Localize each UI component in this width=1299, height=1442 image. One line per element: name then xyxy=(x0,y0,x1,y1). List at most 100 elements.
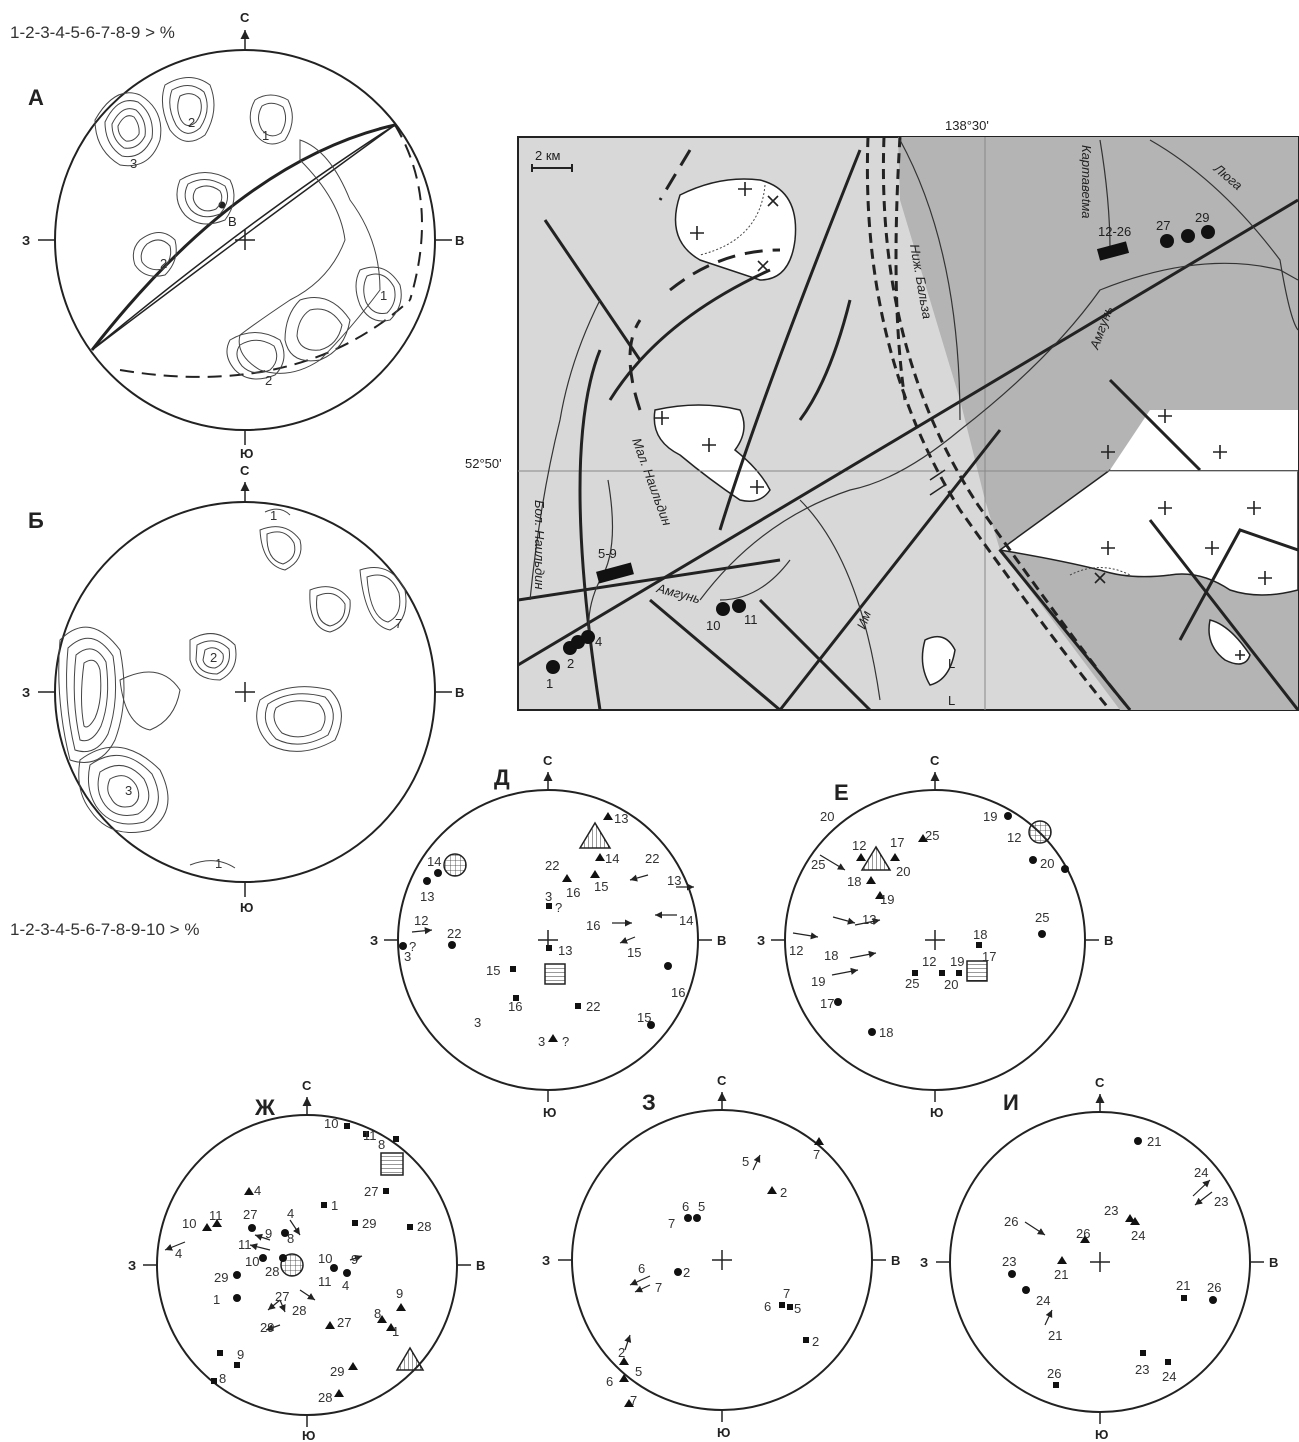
north-label: С xyxy=(302,1078,312,1093)
contour-label-b1: 1 xyxy=(270,508,277,523)
scale-label: 2 км xyxy=(535,148,561,163)
stereonet-e-label: 20 xyxy=(896,864,910,879)
stereonet-i-label: 21 xyxy=(1147,1134,1161,1149)
contour-label-b3: 7 xyxy=(395,616,402,631)
stereonet-z-label: 7 xyxy=(655,1280,662,1295)
stereonet-zh-label: 27 xyxy=(243,1207,257,1222)
stereonet-z: С Ю З В З 7 5 2 6 5 7 2 6 7 xyxy=(542,1073,900,1440)
north-label: С xyxy=(240,463,250,478)
stereonet-zh-label: 9 xyxy=(237,1347,244,1362)
stereonet-zh-label: 27 xyxy=(275,1289,289,1304)
contour-label-a3: 1 xyxy=(262,128,269,143)
stereonet-d-label: 3 xyxy=(538,1034,545,1049)
west-label: З xyxy=(22,233,30,248)
stereonet-e-label: 25 xyxy=(925,828,939,843)
stereonet-e-label: 18 xyxy=(847,874,861,889)
stereonet-d-label: 15 xyxy=(486,963,500,978)
stereonet-zh-label: 10 xyxy=(324,1116,338,1131)
stereonet-z-label: 5 xyxy=(742,1154,749,1169)
stereonet-z-label: 5 xyxy=(794,1301,801,1316)
stereonet-zh-label: 9 xyxy=(265,1226,272,1241)
stereonet-e-label: 19 xyxy=(983,809,997,824)
stereonet-e-label: 19 xyxy=(880,892,894,907)
stereonet-zh-label: 11 xyxy=(209,1208,223,1223)
stereonet-i: С Ю З В И 21 24 23 26 23 24 26 23 2 xyxy=(920,1075,1278,1442)
stereonet-z-label: 7 xyxy=(783,1286,790,1301)
east-label: В xyxy=(455,233,464,248)
stereonet-b: С Ю З В Б xyxy=(22,463,464,915)
stereonet-zh-label: 8 xyxy=(374,1306,381,1321)
north-label: С xyxy=(240,10,250,25)
stereonet-e-label: 20 xyxy=(1040,856,1054,871)
stereonet-zh-label: 27 xyxy=(337,1315,351,1330)
east-label: В xyxy=(717,933,726,948)
west-label: З xyxy=(370,933,378,948)
stereonet-e-label: 19 xyxy=(950,954,964,969)
stereonet-zh-label: 27 xyxy=(364,1184,378,1199)
stereonet-d-label: 15 xyxy=(594,879,608,894)
north-label: С xyxy=(717,1073,727,1088)
east-label: В xyxy=(476,1258,485,1273)
stereonet-zh-label: 8 xyxy=(378,1137,385,1152)
stereonet-zh-label: 4 xyxy=(175,1246,182,1261)
south-label: Ю xyxy=(717,1425,730,1440)
east-label: В xyxy=(1104,933,1113,948)
stereonet-z-label: 5 xyxy=(698,1199,705,1214)
stereonet-zh-label: 1 xyxy=(392,1324,399,1339)
contour-label-b2: 1 xyxy=(215,856,222,871)
stereonet-d-label: ? xyxy=(409,939,416,954)
stereonet-zh-labels: 10 11 8 27 1 29 28 4 27 4 10 11 9 8 11 1… xyxy=(175,1116,431,1405)
stereonet-zh-label: 11 xyxy=(238,1237,252,1252)
stereonet-z-label: 6 xyxy=(606,1374,613,1389)
south-label: Ю xyxy=(302,1428,315,1442)
legend-bottom: 1-2-3-4-5-6-7-8-9-10 > % xyxy=(10,920,199,939)
stereonet-zh: С Ю З В Ж xyxy=(128,1078,485,1442)
stereonet-e-label: 12 xyxy=(922,954,936,969)
stereonet-zh-label: 10 xyxy=(318,1251,332,1266)
south-label: Ю xyxy=(240,900,253,915)
south-label: Ю xyxy=(240,446,253,461)
stereonet-zh-label: 11 xyxy=(363,1128,377,1143)
stereonet-i-label: 23 xyxy=(1135,1362,1149,1377)
stereonet-d: С Ю З В Д 13 14 22 xyxy=(370,753,726,1120)
stereonet-i-label: 26 xyxy=(1207,1280,1221,1295)
stereonet-zh-label: 1 xyxy=(213,1292,220,1307)
stereonet-z-label: 2 xyxy=(812,1334,819,1349)
river-kartavetma: Картавеtма xyxy=(1079,145,1094,219)
west-label: З xyxy=(128,1258,136,1273)
panel-label-zh: Ж xyxy=(254,1095,275,1120)
stereonet-zh-label: 9 xyxy=(396,1286,403,1301)
symbol-l-1: L xyxy=(948,656,955,671)
stereonet-z-label: 7 xyxy=(668,1216,675,1231)
west-label: З xyxy=(542,1253,550,1268)
panel-label-e: Е xyxy=(834,780,849,805)
stereonet-zh-label: 8 xyxy=(219,1371,226,1386)
stereonet-d-label: 15 xyxy=(627,945,641,960)
longitude-label: 138°30' xyxy=(945,118,989,133)
stereonet-d-label: 22 xyxy=(586,999,600,1014)
stereonet-zh-label: 29 xyxy=(214,1270,228,1285)
stereonet-z-label: 7 xyxy=(630,1393,637,1408)
stereonet-i-label: 23 xyxy=(1002,1254,1016,1269)
contour-label-a4: 2 xyxy=(160,256,167,271)
stereonet-e-label: 17 xyxy=(982,949,996,964)
stereonet-zh-label: 28 xyxy=(417,1219,431,1234)
legend-top: 1-2-3-4-5-6-7-8-9 > % xyxy=(10,23,175,42)
stereonet-d-label: 22 xyxy=(645,851,659,866)
stereonet-zh-label: 4 xyxy=(287,1206,294,1221)
east-label: В xyxy=(455,685,464,700)
stereonet-zh-label: 4 xyxy=(254,1183,261,1198)
stereonet-a: С Ю З В А B xyxy=(22,10,464,461)
east-label: В xyxy=(891,1253,900,1268)
stereonet-z-label: 6 xyxy=(638,1261,645,1276)
west-label: З xyxy=(22,685,30,700)
stereonet-d-label: 13 xyxy=(614,811,628,826)
stereonet-i-label: 23 xyxy=(1214,1194,1228,1209)
north-label: С xyxy=(930,753,940,768)
pole-label: B xyxy=(228,214,237,229)
stereonet-i-label: 24 xyxy=(1036,1293,1050,1308)
stereonet-d-label: 3 xyxy=(404,949,411,964)
stereonet-i-label: 24 xyxy=(1131,1228,1145,1243)
stereonet-e-label: 13 xyxy=(862,912,876,927)
